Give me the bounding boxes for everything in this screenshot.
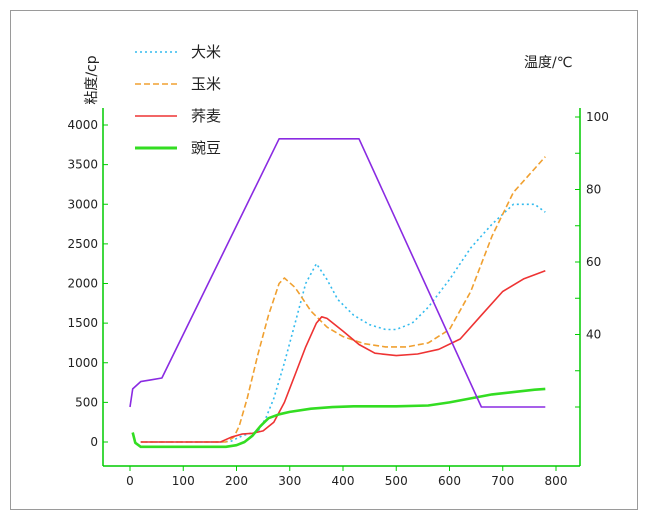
x-tick-label: 700 xyxy=(491,474,514,488)
legend-label: 大米 xyxy=(191,43,221,61)
y-axis-right-label: 温度/℃ xyxy=(524,55,572,71)
y-left-tick-label: 4000 xyxy=(67,118,98,132)
series-line-5 xyxy=(129,138,546,408)
y-right-tick-label: 100 xyxy=(586,110,609,124)
series-line-2 xyxy=(140,156,546,443)
y-left-tick-label: 500 xyxy=(75,395,98,409)
y-left-tick-label: 1500 xyxy=(67,316,98,330)
legend-label: 荞麦 xyxy=(191,107,221,125)
series-line-3 xyxy=(140,270,546,443)
series-line-1 xyxy=(140,203,546,443)
x-tick-label: 600 xyxy=(438,474,461,488)
y-right-tick-label: 60 xyxy=(586,255,601,269)
legend-label: 豌豆 xyxy=(191,139,221,157)
x-tick-label: 400 xyxy=(332,474,355,488)
y-left-tick-label: 2000 xyxy=(67,277,98,291)
y-left-tick-label: 3500 xyxy=(67,158,98,172)
x-tick-label: 300 xyxy=(278,474,301,488)
y-left-tick-label: 2500 xyxy=(67,237,98,251)
x-tick-label: 100 xyxy=(172,474,195,488)
x-tick-label: 500 xyxy=(385,474,408,488)
y-right-tick-label: 40 xyxy=(586,328,601,342)
y-left-tick-label: 3000 xyxy=(67,197,98,211)
x-tick-label: 800 xyxy=(545,474,568,488)
y-axis-left-label: 粘度/cp xyxy=(84,55,100,104)
y-left-tick-label: 0 xyxy=(90,435,98,449)
x-tick-label: 200 xyxy=(225,474,248,488)
y-right-tick-label: 80 xyxy=(586,183,601,197)
chart-frame xyxy=(10,10,638,510)
legend-label: 玉米 xyxy=(191,75,221,93)
y-left-tick-label: 1000 xyxy=(67,356,98,370)
x-tick-label: 0 xyxy=(126,474,134,488)
series-line-4 xyxy=(131,387,546,449)
